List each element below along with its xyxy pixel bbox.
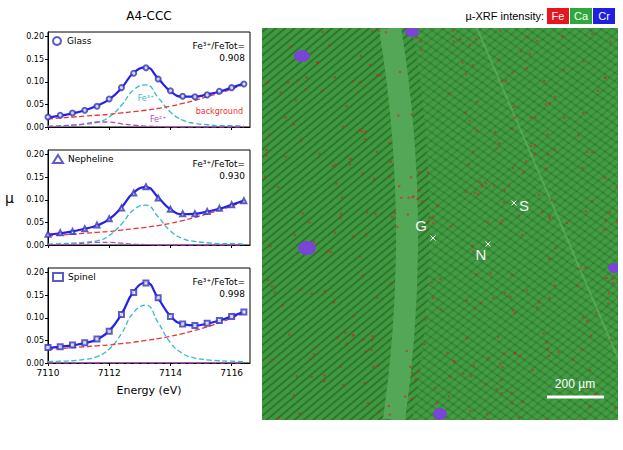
svg-text:0.10: 0.10 <box>26 77 44 86</box>
svg-text:0.05: 0.05 <box>26 218 44 227</box>
svg-text:0.00: 0.00 <box>26 123 44 132</box>
svg-text:N: N <box>476 246 487 263</box>
svg-text:7112: 7112 <box>98 368 121 378</box>
svg-text:S: S <box>519 197 529 214</box>
svg-text:0.908: 0.908 <box>219 53 245 63</box>
svg-text:G: G <box>415 217 427 234</box>
svg-text:Fe³⁺/FeTot=: Fe³⁺/FeTot= <box>193 41 245 51</box>
svg-text:Energy (eV): Energy (eV) <box>117 384 182 397</box>
svg-text:Nepheline: Nepheline <box>68 154 114 164</box>
svg-text:0.20: 0.20 <box>26 150 44 159</box>
svg-text:0.998: 0.998 <box>219 289 245 299</box>
svg-text:Fe³⁺: Fe³⁺ <box>138 94 155 103</box>
svg-text:0.05: 0.05 <box>26 100 44 109</box>
svg-text:Fe³⁺/FeTot=: Fe³⁺/FeTot= <box>193 159 245 169</box>
svg-text:7114: 7114 <box>159 368 182 378</box>
svg-text:0.15: 0.15 <box>26 291 44 300</box>
svg-text:µ-XRF intensity:: µ-XRF intensity: <box>466 10 544 22</box>
svg-text:0.00: 0.00 <box>26 241 44 250</box>
svg-text:0.10: 0.10 <box>26 313 44 322</box>
svg-text:Fe²⁺: Fe²⁺ <box>150 115 167 124</box>
svg-text:0.10: 0.10 <box>26 195 44 204</box>
svg-text:0.15: 0.15 <box>26 55 44 64</box>
svg-text:7110: 7110 <box>37 368 60 378</box>
svg-text:0.15: 0.15 <box>26 173 44 182</box>
svg-text:0.05: 0.05 <box>26 336 44 345</box>
svg-text:Fe³⁺/FeTot=: Fe³⁺/FeTot= <box>193 277 245 287</box>
svg-text:0.20: 0.20 <box>26 32 44 41</box>
svg-text:μ: μ <box>5 190 14 206</box>
svg-text:200 µm: 200 µm <box>555 377 595 391</box>
svg-text:Spinel: Spinel <box>68 272 96 282</box>
svg-text:background: background <box>196 107 243 116</box>
svg-text:7116: 7116 <box>220 368 243 378</box>
svg-text:Fe: Fe <box>552 10 565 22</box>
svg-text:Ca: Ca <box>574 10 589 22</box>
svg-text:0.930: 0.930 <box>219 171 245 181</box>
svg-text:0.00: 0.00 <box>26 359 44 368</box>
svg-text:Cr: Cr <box>598 10 610 22</box>
svg-text:Glass: Glass <box>67 36 92 46</box>
svg-text:A4-CCC: A4-CCC <box>126 9 171 23</box>
svg-text:0.20: 0.20 <box>26 268 44 277</box>
